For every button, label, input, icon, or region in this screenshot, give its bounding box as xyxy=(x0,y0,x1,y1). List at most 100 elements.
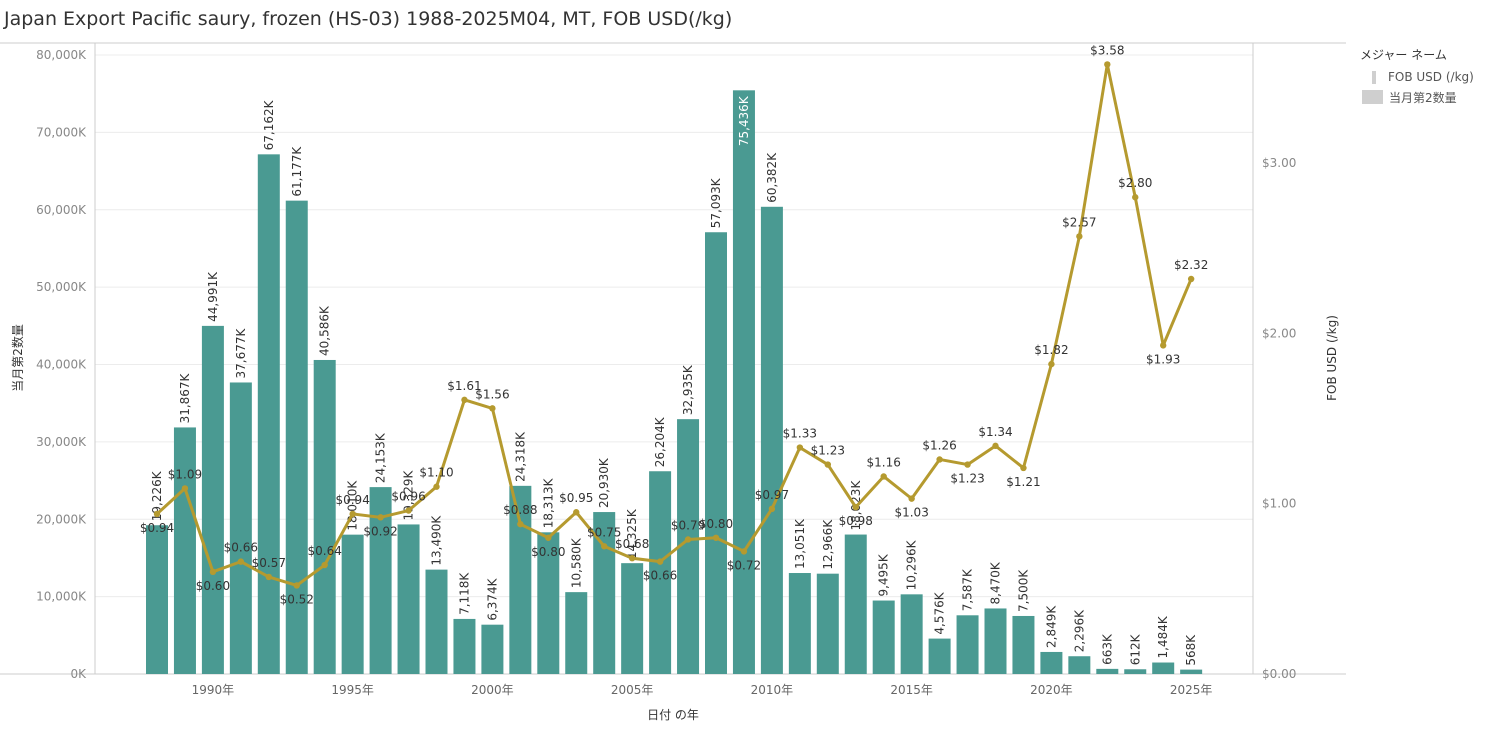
bar[interactable] xyxy=(146,525,168,674)
bar[interactable] xyxy=(257,154,280,674)
line-point[interactable] xyxy=(712,534,720,541)
line-value-label: $1.23 xyxy=(811,444,845,458)
bar[interactable] xyxy=(928,638,951,674)
axes xyxy=(0,42,1346,675)
bar[interactable] xyxy=(984,608,1007,674)
line-point[interactable] xyxy=(656,558,664,565)
line-point[interactable] xyxy=(1187,275,1195,283)
bar[interactable] xyxy=(1180,669,1203,674)
bar[interactable] xyxy=(1124,669,1147,674)
line-point[interactable] xyxy=(908,495,915,502)
bar[interactable] xyxy=(1040,651,1063,674)
bar[interactable] xyxy=(705,232,727,674)
bar[interactable] xyxy=(397,524,420,674)
bar[interactable] xyxy=(481,624,504,674)
bar[interactable] xyxy=(1068,656,1091,674)
bar-value-label: 612K xyxy=(1128,633,1142,665)
bar[interactable] xyxy=(565,592,588,674)
line-point[interactable] xyxy=(293,582,300,589)
line-value-label: $2.32 xyxy=(1174,258,1208,272)
line-point[interactable] xyxy=(1020,464,1027,472)
bar[interactable] xyxy=(593,512,616,674)
y-axis-right-title: FOB USD (/kg) xyxy=(1325,315,1339,401)
line-point[interactable] xyxy=(433,483,440,490)
line-point[interactable] xyxy=(265,573,272,581)
line-point[interactable] xyxy=(321,561,328,569)
line-point[interactable] xyxy=(1076,233,1083,240)
line-point[interactable] xyxy=(573,509,580,516)
line-value-label: $1.56 xyxy=(475,387,509,401)
bar[interactable] xyxy=(760,206,783,674)
line-point[interactable] xyxy=(1104,61,1111,68)
line-point[interactable] xyxy=(153,510,161,518)
line-point[interactable] xyxy=(796,444,804,451)
bar[interactable] xyxy=(425,569,448,674)
line-point[interactable] xyxy=(517,520,524,528)
line-point[interactable] xyxy=(880,473,887,480)
line-value-label: $1.03 xyxy=(894,506,928,520)
chart-title: Japan Export Pacific saury, frozen (HS-0… xyxy=(4,8,733,30)
line-point[interactable] xyxy=(1048,360,1055,368)
line-point[interactable] xyxy=(628,555,636,562)
line-value-label: $0.80 xyxy=(699,517,733,531)
line-point[interactable] xyxy=(1132,194,1139,201)
line-point[interactable] xyxy=(377,514,384,521)
bar[interactable] xyxy=(649,471,672,674)
bar[interactable] xyxy=(369,487,392,674)
bar[interactable] xyxy=(229,382,252,674)
bar[interactable] xyxy=(872,600,895,674)
line-point[interactable] xyxy=(545,534,552,541)
line-value-label: $0.98 xyxy=(839,514,873,528)
line-value-label: $1.10 xyxy=(419,466,453,480)
bar[interactable] xyxy=(313,359,336,674)
line-point[interactable] xyxy=(684,536,692,543)
line-point[interactable] xyxy=(768,505,776,513)
line-point[interactable] xyxy=(461,396,468,404)
line-value-label: $0.88 xyxy=(503,503,537,517)
fob-line[interactable] xyxy=(155,62,1193,587)
bar[interactable] xyxy=(173,427,196,674)
line-point[interactable] xyxy=(209,568,217,576)
bar[interactable] xyxy=(201,325,224,674)
bar[interactable] xyxy=(677,419,700,674)
line-point[interactable] xyxy=(852,503,859,511)
bar[interactable] xyxy=(1012,615,1035,674)
bar[interactable] xyxy=(788,573,811,674)
line-point[interactable] xyxy=(824,461,831,468)
bar[interactable] xyxy=(537,532,560,674)
bar[interactable] xyxy=(285,200,308,675)
line-point[interactable] xyxy=(936,456,943,463)
y-left-tick-label: 30,000K xyxy=(36,435,87,449)
bar[interactable] xyxy=(844,534,867,674)
bar-value-label: 10,580K xyxy=(569,537,583,588)
bar[interactable] xyxy=(900,594,923,674)
line-value-label: $0.72 xyxy=(727,558,761,572)
bar[interactable] xyxy=(1096,668,1119,674)
line-point[interactable] xyxy=(992,442,999,450)
bar[interactable] xyxy=(341,534,364,674)
bar[interactable] xyxy=(509,485,532,674)
bar[interactable] xyxy=(453,618,476,674)
bar[interactable] xyxy=(1152,662,1175,674)
line-point[interactable] xyxy=(1160,342,1167,349)
line-point[interactable] xyxy=(964,461,971,468)
legend-item-fob[interactable]: FOB USD (/kg) xyxy=(1360,67,1474,87)
bar-value-label: 60,382K xyxy=(765,152,779,203)
bar-series xyxy=(146,90,1203,675)
line-point[interactable] xyxy=(181,485,189,492)
line-point[interactable] xyxy=(349,510,356,518)
bar[interactable] xyxy=(816,573,839,674)
bar[interactable] xyxy=(621,563,644,674)
bar[interactable] xyxy=(732,90,755,674)
x-tick-label: 2015年 xyxy=(890,683,933,697)
legend-item-quantity[interactable]: 当月第2数量 xyxy=(1360,87,1474,107)
line-point[interactable] xyxy=(405,507,412,514)
bar[interactable] xyxy=(956,615,979,674)
bar-value-label: 2,849K xyxy=(1044,605,1058,648)
line-point[interactable] xyxy=(489,405,496,412)
line-value-label: $0.64 xyxy=(308,544,342,558)
line-point[interactable] xyxy=(237,558,245,565)
line-point[interactable] xyxy=(601,543,608,550)
bar-value-label: 1,484K xyxy=(1156,615,1170,658)
line-point[interactable] xyxy=(740,548,748,555)
